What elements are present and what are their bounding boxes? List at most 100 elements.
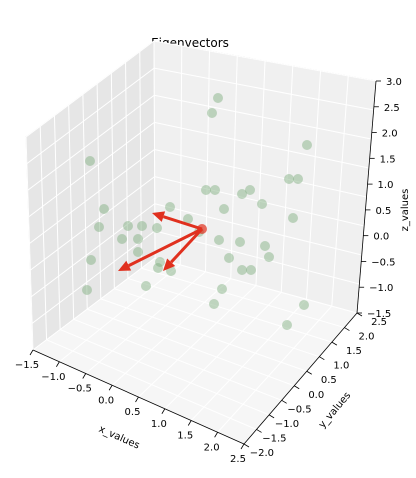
- tick-mark: [256, 429, 262, 433]
- grid-line: [85, 271, 206, 374]
- x-tick-label: 0.0: [98, 395, 114, 406]
- grid-line: [127, 277, 333, 343]
- z-tick-label: −1.0: [369, 283, 393, 294]
- x-tick-label: 0.5: [125, 407, 141, 418]
- scatter-point: [257, 199, 267, 209]
- x-tick-label: 1.0: [151, 419, 167, 430]
- scatter-point: [213, 93, 223, 103]
- x-tick-label: −1.0: [41, 372, 65, 383]
- scatter-point: [155, 257, 165, 267]
- tick-mark: [29, 349, 34, 356]
- scatter-point: [133, 234, 143, 244]
- y-tick-label: −1.0: [275, 419, 299, 430]
- y-tick-label: −2.0: [250, 448, 274, 459]
- scatter-point: [235, 237, 245, 247]
- scatter-point: [137, 221, 147, 231]
- scatter-point: [123, 221, 133, 231]
- tick-mark: [331, 341, 338, 346]
- grid-line: [139, 51, 142, 269]
- grid-line: [217, 305, 333, 433]
- grid-line: [255, 60, 266, 286]
- grid-line: [27, 94, 155, 191]
- scatter-point: [209, 299, 219, 309]
- grid-line: [53, 115, 61, 330]
- scatter-point: [299, 300, 309, 310]
- grid-line: [25, 136, 34, 351]
- scatter-point: [152, 223, 162, 233]
- scatter-point: [210, 185, 220, 195]
- grid-line: [73, 318, 282, 401]
- z-tick-label: 0.0: [373, 232, 389, 243]
- grid-line: [141, 267, 345, 329]
- scatter-point: [219, 204, 229, 214]
- grid-line: [28, 121, 155, 218]
- y-axis-line: [243, 312, 358, 445]
- z-tick-label: 2.5: [384, 103, 400, 114]
- scatter-point: [282, 320, 292, 330]
- grid-line: [154, 257, 358, 314]
- eigenvector-arrow-head: [118, 260, 132, 271]
- tick-mark: [243, 443, 250, 448]
- tick-mark: [240, 443, 245, 450]
- scatter-point: [183, 214, 193, 224]
- grid-line: [280, 65, 294, 293]
- grid-line: [230, 55, 238, 279]
- grid-lines: [25, 40, 377, 445]
- grid-line: [153, 40, 156, 259]
- x-tick-label: −1.5: [15, 360, 39, 371]
- scatter-point: [237, 189, 247, 199]
- scatter-point: [82, 285, 92, 295]
- grid-line: [46, 339, 257, 430]
- scatter-point: [141, 281, 151, 291]
- grid-line: [59, 329, 270, 416]
- tick-mark: [319, 356, 325, 361]
- tick-marks: [29, 80, 381, 450]
- grid-line: [26, 67, 155, 165]
- grid-line: [164, 292, 282, 410]
- scatter-point: [288, 213, 298, 223]
- grid-line: [39, 126, 48, 340]
- scatter-point: [217, 284, 227, 294]
- grid-line: [138, 285, 257, 398]
- data-points: [82, 93, 312, 330]
- grid-line: [190, 298, 307, 421]
- grid-line: [125, 62, 129, 279]
- scatter-point: [293, 174, 303, 184]
- grid-line: [179, 45, 183, 265]
- eigenvector-arrow-shaft: [170, 227, 204, 264]
- tick-mark: [294, 385, 300, 390]
- tick-mark: [135, 396, 139, 403]
- z-axis-label: z_values: [400, 189, 411, 232]
- grid-line: [68, 104, 75, 320]
- scatter-point: [133, 247, 143, 257]
- x-axis-label: x_values: [97, 424, 141, 452]
- scatter-point: [246, 265, 256, 275]
- grid-line: [114, 288, 320, 358]
- eigenvector-arrow-shaft: [162, 215, 203, 231]
- scatter-point: [260, 241, 270, 251]
- eigenvector-arrow-shaft: [128, 227, 203, 267]
- scatter-point: [153, 263, 163, 273]
- y-tick-label: 1.5: [346, 346, 362, 357]
- scatter-point: [207, 108, 217, 118]
- x-tick-label: 2.0: [204, 442, 220, 453]
- grid-line: [110, 72, 115, 289]
- grid-line: [59, 264, 181, 363]
- grid-line: [100, 298, 307, 372]
- grid-line: [96, 83, 102, 299]
- grid-line: [29, 149, 155, 244]
- grid-line: [82, 94, 88, 310]
- x-tick-label: 1.5: [177, 431, 193, 442]
- scatter-point: [284, 174, 294, 184]
- y-tick-label: 1.0: [333, 361, 349, 372]
- grid-line: [30, 176, 155, 271]
- scatter-point: [264, 252, 274, 262]
- scatter-point: [224, 253, 234, 263]
- scatter-point: [237, 265, 247, 275]
- y-tick-label: 2.5: [371, 317, 387, 328]
- grid-line: [87, 308, 295, 387]
- z-tick-label: −0.5: [371, 257, 395, 268]
- eigenvector-arrow-head: [152, 211, 166, 222]
- x-tick-label: 2.5: [230, 454, 246, 465]
